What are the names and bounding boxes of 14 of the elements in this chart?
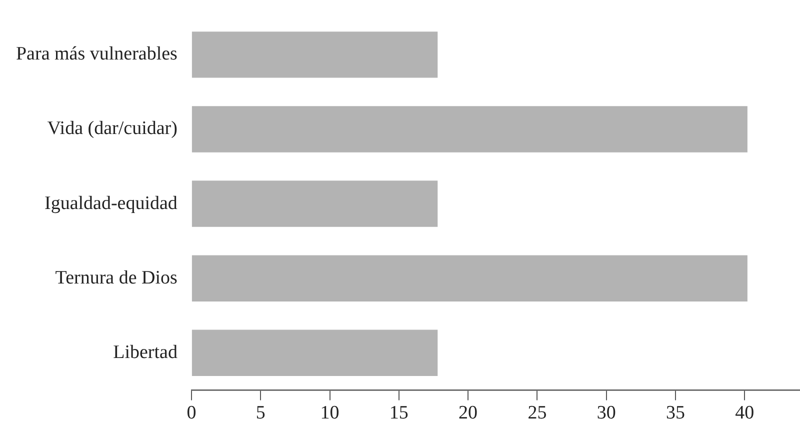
- y-tick-label: Ternura de Dios: [55, 267, 178, 288]
- y-tick-label: Libertad: [113, 342, 178, 363]
- y-tick-label: Igualdad-equidad: [44, 192, 178, 214]
- x-tick-label: 35: [666, 402, 686, 424]
- x-tick-label: 20: [458, 402, 478, 424]
- y-tick-label: Vida (dar/cuidar): [47, 118, 178, 140]
- x-tick-label: 25: [528, 402, 547, 424]
- y-tick-label: Para más vulnerables: [16, 44, 178, 65]
- x-tick-label: 30: [596, 402, 616, 424]
- x-tick-label: 40: [735, 402, 754, 424]
- x-tick-label: 5: [256, 402, 266, 424]
- x-tick-label: 0: [186, 402, 196, 424]
- x-tick-label: 10: [320, 402, 340, 424]
- x-tick-label: 15: [389, 402, 408, 424]
